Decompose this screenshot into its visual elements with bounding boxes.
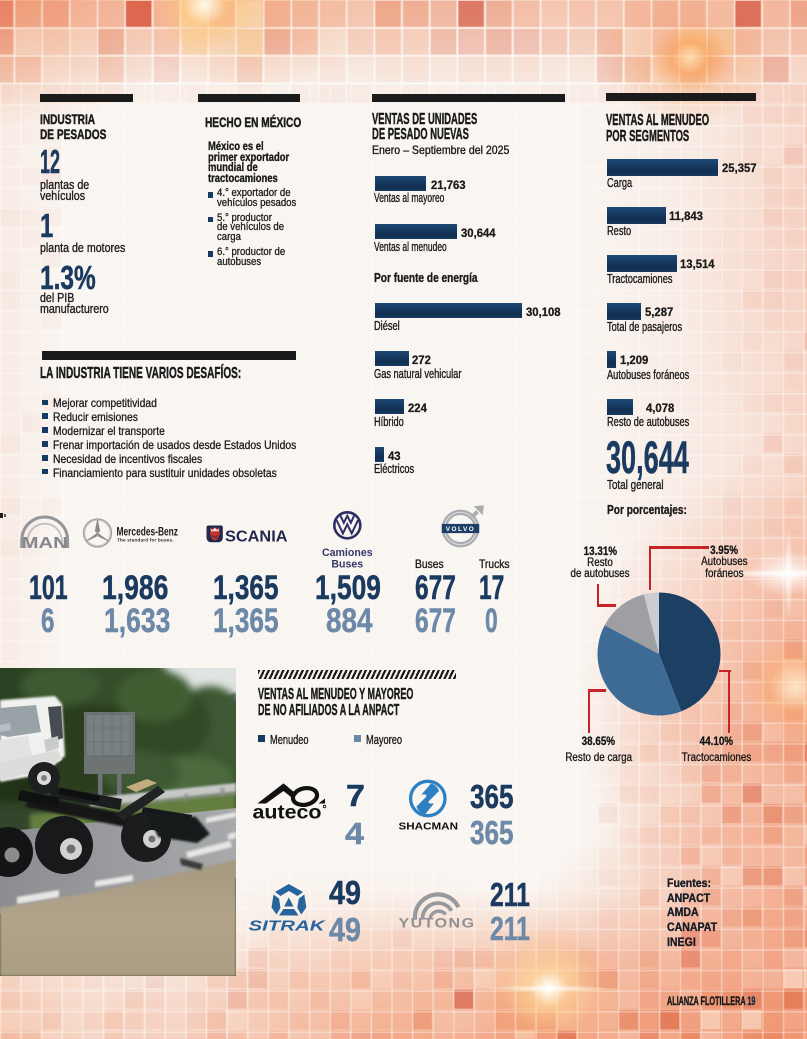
svg-text:Mercedes-Benz: Mercedes-Benz — [117, 525, 179, 539]
svg-text:YUTONG: YUTONG — [399, 916, 476, 931]
svg-text:VOLVO: VOLVO — [446, 526, 475, 533]
svg-text:SHACMAN: SHACMAN — [399, 821, 459, 833]
svg-text:MAN: MAN — [22, 535, 68, 552]
svg-text:SITRAK: SITRAK — [249, 919, 327, 935]
svg-text:Camiones: Camiones — [322, 547, 373, 559]
svg-text:auteco: auteco — [253, 802, 322, 824]
svg-text:SCANIA: SCANIA — [225, 529, 288, 546]
svg-text:Buses: Buses — [331, 558, 363, 570]
svg-text:The standard for buses.: The standard for buses. — [117, 538, 174, 543]
